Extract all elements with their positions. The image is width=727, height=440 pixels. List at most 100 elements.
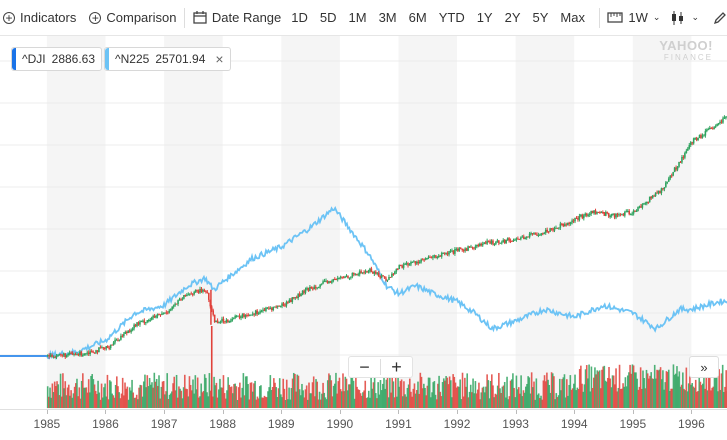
dji-candle (248, 315, 250, 316)
x-tick-label: 1995 (619, 417, 646, 431)
chart-type-dropdown[interactable]: ⌄ (670, 11, 699, 25)
dji-candle (182, 299, 184, 300)
dji-candle (161, 314, 163, 315)
dji-candle (718, 123, 720, 124)
range-button-1d[interactable]: 1D (285, 10, 314, 25)
dji-candle (385, 279, 387, 281)
dji-candle (56, 356, 58, 357)
dji-candle (293, 297, 295, 298)
draw-button[interactable] (713, 11, 727, 25)
dji-candle (230, 321, 232, 322)
dji-candle (640, 206, 642, 207)
dji-candle (520, 238, 522, 240)
dji-candle (129, 331, 131, 332)
dji-candle (614, 214, 616, 218)
date-range-label: Date Range (212, 10, 281, 25)
dji-candle (401, 266, 403, 268)
dji-candle (570, 222, 572, 224)
range-button-max[interactable]: Max (554, 10, 591, 25)
dji-candle (47, 355, 49, 356)
dji-candle (170, 309, 172, 310)
dji-candle (296, 297, 298, 298)
dji-candle (224, 321, 226, 322)
dji-candle (580, 215, 582, 216)
dji-candle (428, 257, 430, 258)
dji-candle (469, 246, 471, 247)
dji-candle (527, 237, 529, 238)
dji-candle (104, 348, 106, 349)
dji-candle (108, 348, 110, 349)
dji-candle (168, 311, 170, 313)
date-range-button[interactable]: Date Range (193, 10, 281, 25)
range-button-ytd[interactable]: YTD (433, 10, 471, 25)
indicators-button[interactable]: + Indicators (3, 10, 76, 25)
dji-candle (686, 151, 688, 153)
scroll-forward-button[interactable]: » (689, 356, 719, 378)
dji-candle (532, 233, 534, 234)
dji-candle (306, 288, 308, 290)
dji-candle (464, 248, 466, 250)
dji-candle (675, 168, 677, 170)
close-icon[interactable]: × (215, 51, 223, 67)
dji-candle (185, 295, 187, 296)
range-button-1y[interactable]: 1Y (471, 10, 499, 25)
dji-candle (359, 271, 361, 274)
x-tick (223, 410, 224, 414)
dji-candle (560, 224, 562, 228)
dji-candle (422, 259, 424, 260)
year-band (516, 36, 575, 409)
legend-chip-dji[interactable]: ^DJI 2886.63 (11, 47, 102, 71)
range-button-3m[interactable]: 3M (373, 10, 403, 25)
dji-candle (164, 312, 166, 313)
chart-plot-area[interactable] (0, 36, 727, 409)
dji-candle (627, 211, 629, 212)
dji-candle (501, 242, 503, 243)
dji-candle (394, 272, 396, 274)
dji-candle (98, 347, 100, 352)
interval-dropdown[interactable]: 1W ⌄ (607, 10, 660, 25)
dji-candle (145, 322, 147, 323)
dji-candle (335, 279, 337, 280)
comparison-button[interactable]: + Comparison (89, 10, 176, 25)
dji-candle (252, 314, 254, 315)
dji-candle (636, 211, 638, 212)
dji-candle (451, 250, 453, 251)
dji-candle (551, 228, 553, 229)
dji-candle (628, 211, 630, 214)
range-button-5y[interactable]: 5Y (527, 10, 555, 25)
dji-candle (305, 289, 307, 292)
dji-candle (289, 300, 291, 303)
dji-candle (94, 353, 96, 354)
dji-candle (667, 182, 669, 183)
range-button-6m[interactable]: 6M (403, 10, 433, 25)
x-tick (574, 410, 575, 414)
dji-candle (602, 212, 604, 213)
dji-candle (111, 345, 113, 346)
zoom-in-button[interactable]: + (381, 357, 412, 377)
dji-candle (379, 276, 381, 278)
dji-candle (652, 196, 654, 199)
dji-candle (207, 292, 209, 293)
range-button-1m[interactable]: 1M (343, 10, 373, 25)
range-button-5d[interactable]: 5D (314, 10, 343, 25)
dji-candle (398, 265, 400, 269)
dji-candle (120, 336, 122, 340)
dji-candle (530, 233, 532, 234)
dji-candle (376, 273, 378, 274)
dji-candle (309, 287, 311, 291)
legend-chip-n225[interactable]: ^N225 25701.94 × (104, 47, 231, 71)
dji-candle (384, 276, 386, 278)
dji-candle (382, 275, 384, 276)
dji-candle (470, 247, 472, 248)
dji-candle (587, 215, 589, 216)
dji-candle (53, 357, 55, 358)
dji-candle (442, 253, 444, 254)
range-button-2y[interactable]: 2Y (499, 10, 527, 25)
zoom-out-button[interactable]: − (349, 357, 380, 377)
dji-candle (724, 117, 726, 118)
dji-candle (356, 274, 358, 275)
dji-candle (86, 353, 88, 354)
dji-candle (294, 297, 296, 298)
dji-candle (95, 350, 97, 353)
